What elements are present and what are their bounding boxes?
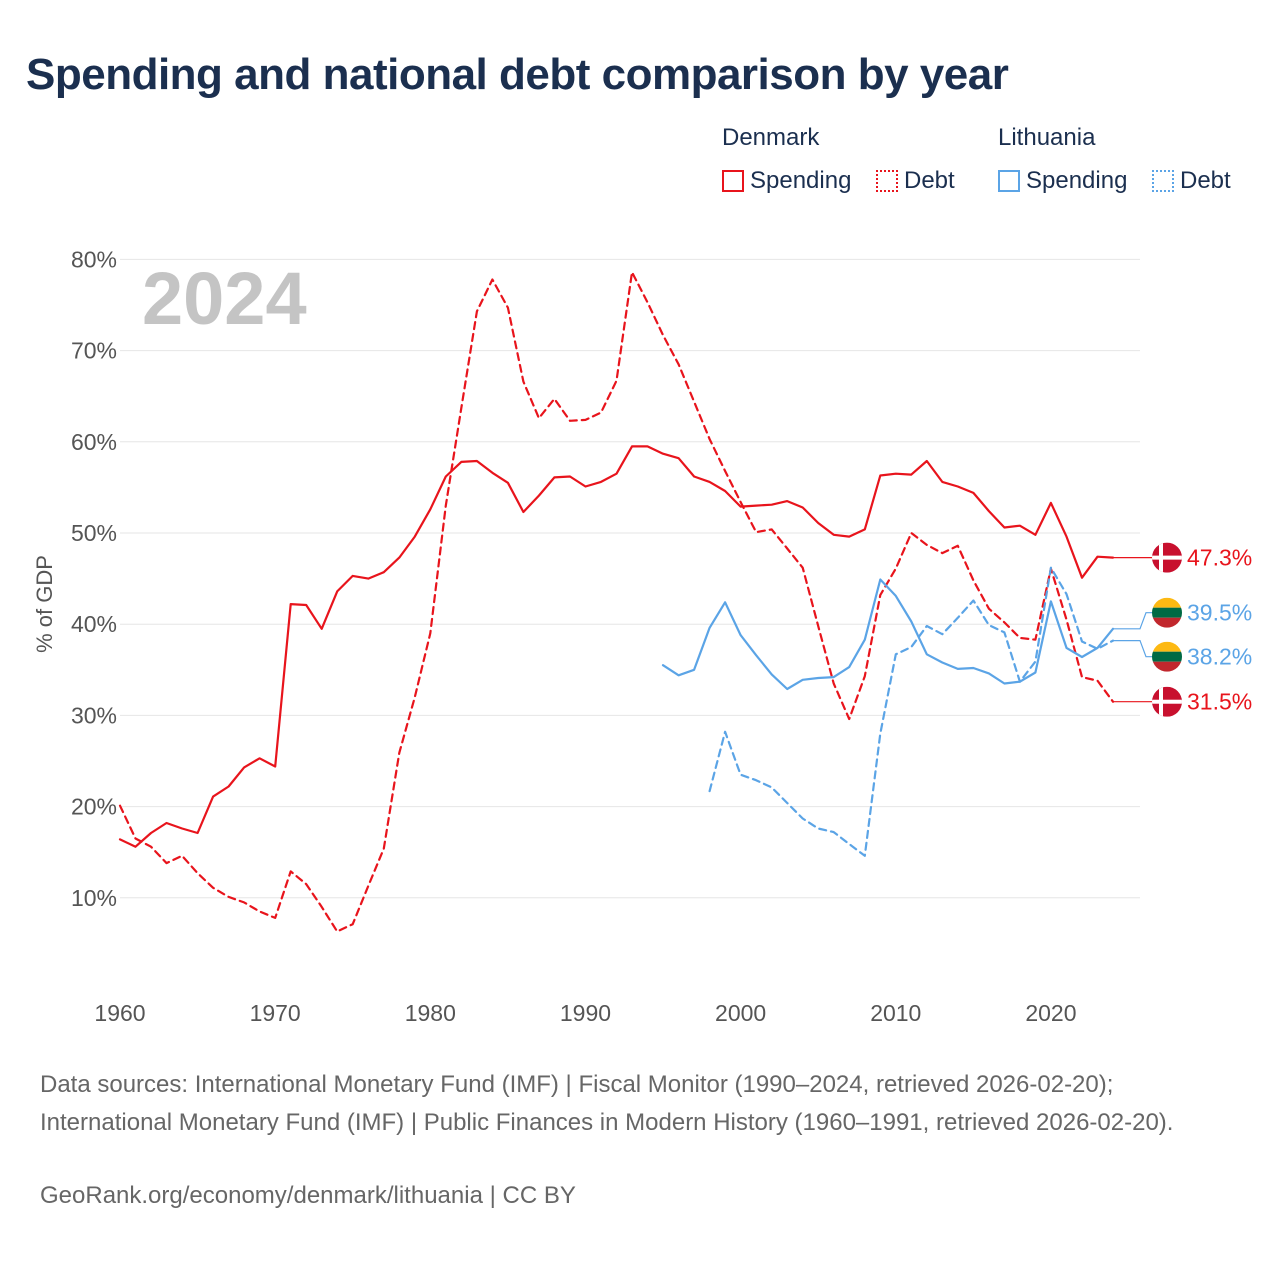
- year-label: 2024: [142, 257, 307, 340]
- data-sources: Data sources: International Monetary Fun…: [40, 1071, 1174, 1136]
- x-tick-label: 2000: [715, 1000, 766, 1026]
- legend-lithuania-debt[interactable]: Debt: [1152, 166, 1231, 196]
- x-tick-label: 2010: [870, 1000, 921, 1026]
- flag-stripe-green: [1152, 651, 1182, 662]
- legend-label: Debt: [1180, 167, 1231, 194]
- legend-denmark-title: Denmark: [722, 124, 820, 151]
- x-tick-label: 1960: [94, 1000, 145, 1026]
- dotted-swatch-icon: [1152, 170, 1174, 192]
- y-tick-label: 60%: [71, 429, 117, 455]
- y-tick-label: 50%: [71, 520, 117, 546]
- flag-stripe-yellow: [1152, 597, 1182, 608]
- denmark-flag-icon: [1152, 542, 1182, 573]
- page-title: Spending and national debt comparison by…: [26, 50, 1009, 99]
- end-value-label: 47.3%: [1187, 545, 1252, 571]
- x-tick-label: 2020: [1025, 1000, 1076, 1026]
- x-tick-label: 1980: [405, 1000, 456, 1026]
- line-chart: 10% 20% 30% 40% 50% 60% 70% 80% 1960 1970 1980 1990…: [32, 246, 1252, 1026]
- solid-swatch-icon: [722, 170, 744, 192]
- end-value-label: 31.5%: [1187, 689, 1252, 715]
- y-axis-label: % of GDP: [32, 555, 57, 653]
- flag-cross-h: [1152, 555, 1182, 560]
- lithuania-flag-icon: [1152, 597, 1182, 628]
- end-value-label: 38.2%: [1187, 644, 1252, 670]
- flag-stripe-red: [1152, 661, 1182, 672]
- series-line-denmark-debt: [118, 271, 1115, 933]
- y-tick-label: 80%: [71, 246, 117, 272]
- label-connector: [1113, 639, 1152, 658]
- y-tick-label: 30%: [71, 702, 117, 728]
- flag-cross-h: [1152, 699, 1182, 704]
- legend-lithuania-title: Lithuania: [998, 124, 1096, 151]
- y-tick-label: 20%: [71, 794, 117, 820]
- end-value-label: 39.5%: [1187, 600, 1252, 626]
- legend-denmark-debt[interactable]: Debt: [876, 166, 955, 196]
- lithuania-flag-icon: [1152, 641, 1182, 672]
- denmark-flag-icon: [1152, 686, 1182, 717]
- legend-denmark-spending[interactable]: Spending: [722, 166, 851, 196]
- label-connector: [1113, 612, 1152, 630]
- legend-label: Spending: [1026, 167, 1128, 194]
- legend-label: Spending: [750, 167, 852, 194]
- series-line-denmark-spending: [118, 445, 1115, 848]
- flag-stripe-red: [1152, 617, 1182, 628]
- legend-label: Debt: [904, 167, 955, 194]
- solid-swatch-icon: [998, 170, 1020, 192]
- series-line-lithuania-debt: [708, 566, 1115, 857]
- legend-lithuania-spending[interactable]: Spending: [998, 166, 1127, 196]
- y-tick-label: 70%: [71, 338, 117, 364]
- y-tick-label: 40%: [71, 611, 117, 637]
- x-tick-label: 1990: [560, 1000, 611, 1026]
- series-line-lithuania-spending: [661, 578, 1115, 691]
- flag-stripe-yellow: [1152, 641, 1182, 652]
- x-tick-label: 1970: [250, 1000, 301, 1026]
- flag-stripe-green: [1152, 607, 1182, 618]
- source-link[interactable]: GeoRank.org/economy/denmark/lithuania | …: [40, 1182, 576, 1209]
- dotted-swatch-icon: [876, 170, 898, 192]
- y-tick-label: 10%: [71, 885, 117, 911]
